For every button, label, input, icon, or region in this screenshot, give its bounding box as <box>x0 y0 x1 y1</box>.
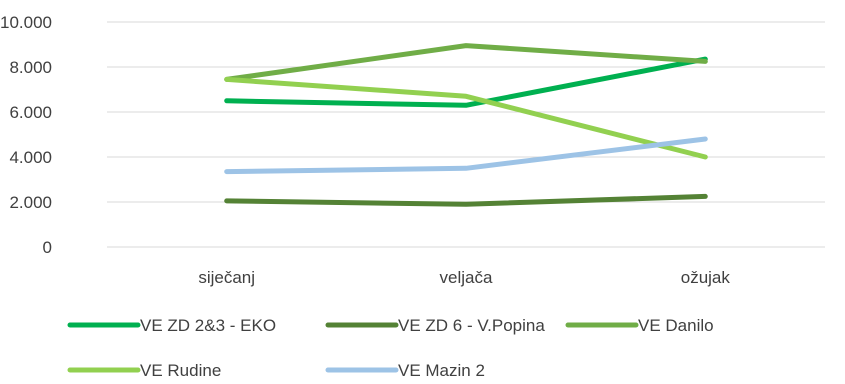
series-lines <box>224 43 708 207</box>
legend-label-2: VE Danilo <box>638 316 714 335</box>
gridlines <box>107 21 825 248</box>
y-tick-label: 10.000 <box>0 13 52 32</box>
y-tick-label: 0 <box>43 238 52 257</box>
x-tick-label: siječanj <box>198 268 255 287</box>
series-line-3 <box>224 76 708 160</box>
legend: VE ZD 2&3 - EKO VE ZD 6 - V.Popina VE Dani… <box>67 316 714 380</box>
legend-label-1: VE ZD 6 - V.Popina <box>398 316 545 335</box>
series-line-0 <box>224 56 708 108</box>
series-line-2 <box>224 43 708 82</box>
y-tick-label: 2.000 <box>9 193 52 212</box>
series-line-4 <box>224 136 708 175</box>
series-line-1 <box>224 193 708 207</box>
y-axis-tick-labels: 0 2.000 4.000 6.000 8.000 10.000 <box>0 13 52 257</box>
x-tick-label: ožujak <box>681 268 731 287</box>
x-tick-label: veljača <box>440 268 493 287</box>
x-axis-tick-labels: siječanj veljača ožujak <box>198 268 730 287</box>
y-tick-label: 6.000 <box>9 103 52 122</box>
y-tick-label: 8.000 <box>9 58 52 77</box>
legend-label-3: VE Rudine <box>140 361 221 380</box>
y-tick-label: 4.000 <box>9 148 52 167</box>
legend-label-4: VE Mazin 2 <box>398 361 485 380</box>
legend-label-0: VE ZD 2&3 - EKO <box>140 316 276 335</box>
